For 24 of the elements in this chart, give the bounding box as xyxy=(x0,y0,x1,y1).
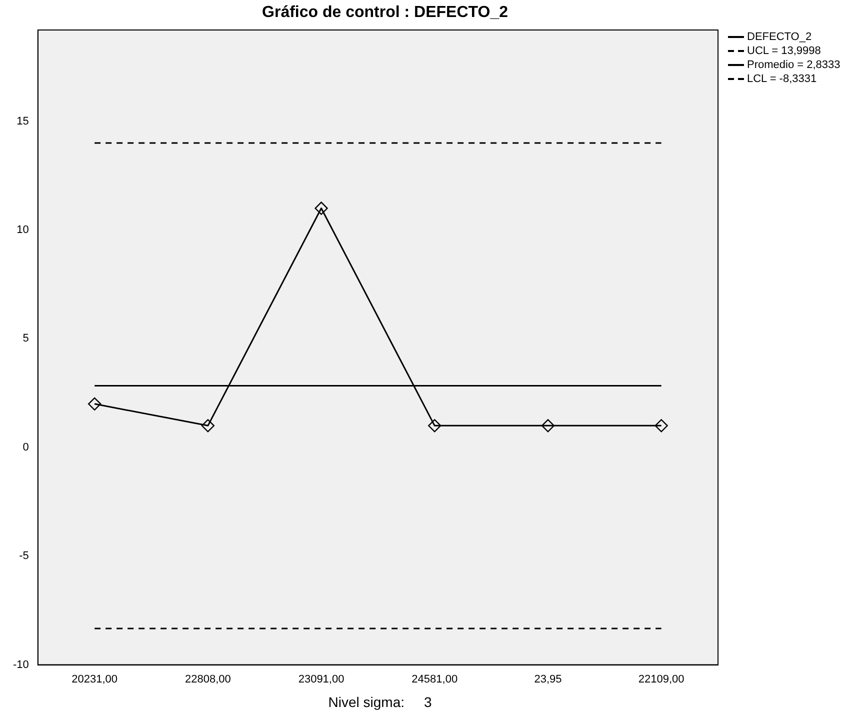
point xyxy=(88,397,102,411)
x-tick-label: 22109,00 xyxy=(638,673,684,686)
x-tick-label: 23,95 xyxy=(534,673,562,686)
x-tick-label: 20231,00 xyxy=(72,673,118,686)
y-tick-label: 5 xyxy=(22,332,29,345)
y-tick-label: 0 xyxy=(22,441,29,454)
y-tick-label: 15 xyxy=(16,115,29,128)
point xyxy=(654,419,668,432)
text: Nivel sigma: 3 xyxy=(327,694,433,710)
legend-label: LCL = -8,3331 xyxy=(747,73,817,85)
point xyxy=(541,419,555,432)
legend-label: UCL = 13,9998 xyxy=(747,45,821,57)
x-tick-label: 24581,00 xyxy=(412,673,458,686)
legend-label: DEFECTO_2 xyxy=(747,31,812,43)
chart-title: Gráfico de control : DEFECTO_2 xyxy=(261,4,509,22)
x-tick-label: 23091,00 xyxy=(298,673,344,686)
y-tick-label: -5 xyxy=(19,550,29,562)
point xyxy=(314,202,328,215)
y-tick-label: -10 xyxy=(12,658,29,671)
y-tick-label: 10 xyxy=(16,224,29,236)
x-tick-label: 22808,00 xyxy=(184,673,231,686)
point xyxy=(428,419,442,432)
point xyxy=(201,419,215,432)
legend-label: Promedio = 2,8333 xyxy=(747,59,840,71)
